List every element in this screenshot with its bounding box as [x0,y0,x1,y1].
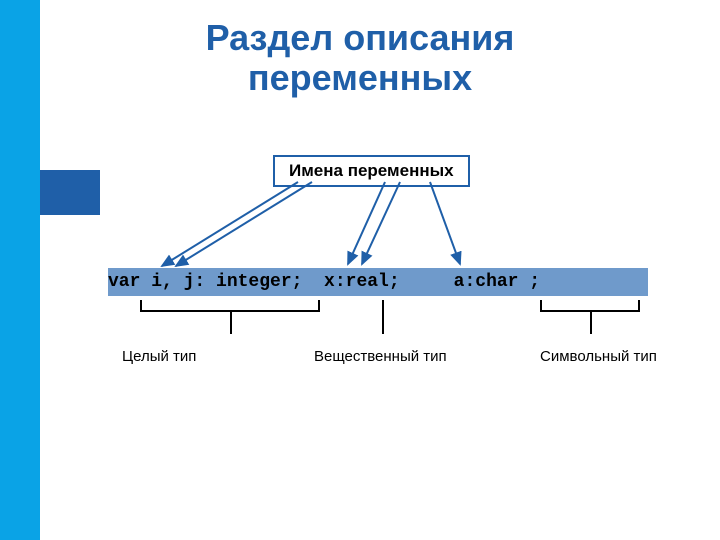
slide-title: Раздел описания переменных [0,18,720,97]
arrow-line [362,182,400,264]
type-leader-line [590,312,592,334]
type-label: Символьный тип [540,348,657,365]
type-label: Целый тип [122,348,196,365]
arrow-line [348,182,385,264]
title-line-2: переменных [248,57,472,98]
code-bar: var i, j: integer; x:real; a:char ; [108,268,648,296]
accent-block [40,170,100,215]
arrow-line [176,182,312,266]
title-line-1: Раздел описания [206,17,515,58]
variable-names-box: Имена переменных [273,155,470,187]
code-segment-2: x:real; [324,272,454,292]
arrow-line [430,182,460,264]
type-bracket [140,300,320,312]
slide: Раздел описания переменных Имена перемен… [0,0,720,540]
variable-names-label: Имена переменных [289,161,454,180]
arrow-line [162,182,298,266]
type-leader-line [382,300,384,334]
arrow-lines-group [162,182,460,266]
code-segment-3: a:char ; [454,272,540,292]
type-label: Вещественный тип [314,348,447,365]
type-leader-line [230,312,232,334]
code-segment-1: var i, j: integer; [108,272,324,292]
type-bracket [540,300,640,312]
